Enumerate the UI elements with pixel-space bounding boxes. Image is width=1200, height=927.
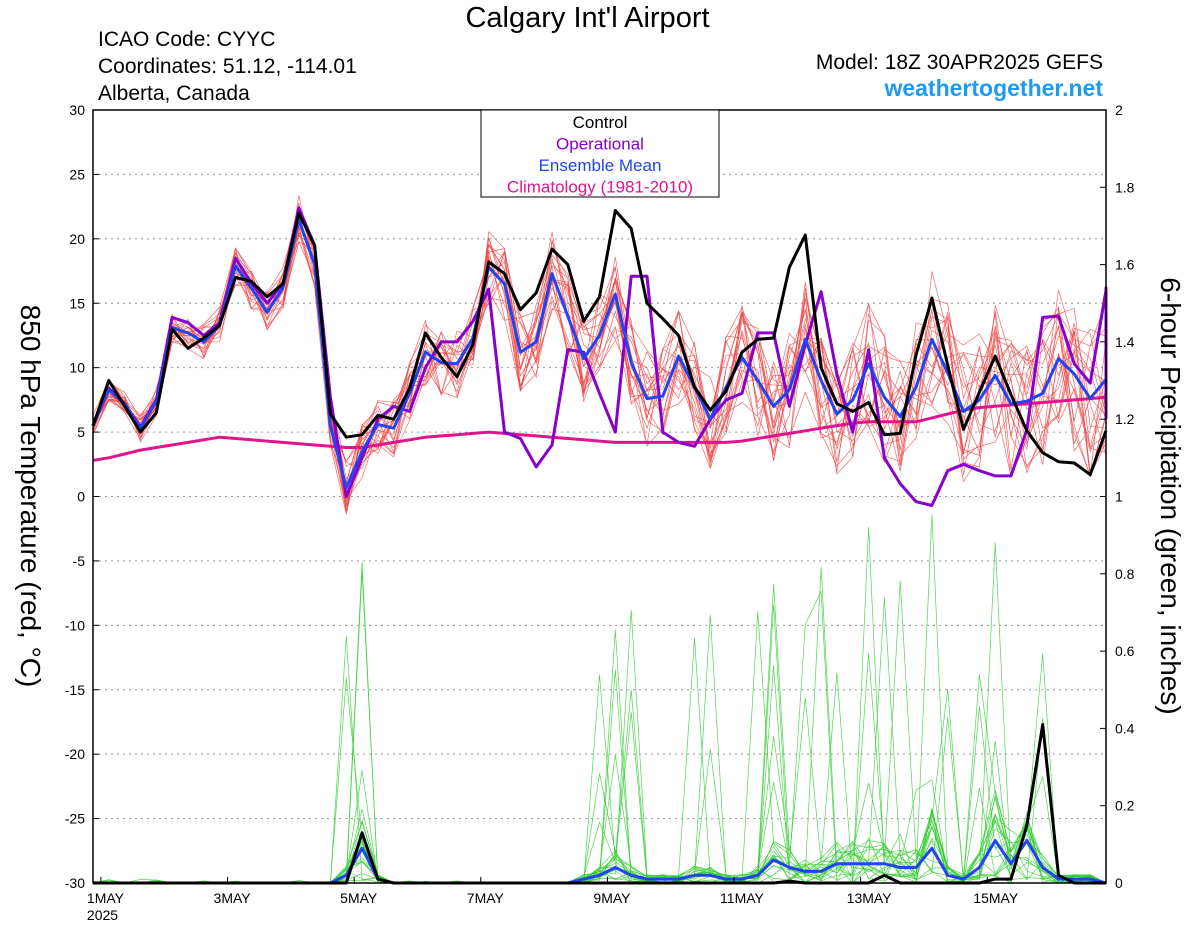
right-axis-title: 6-hour Precipitation (green, inches): [1155, 277, 1186, 715]
precip-members: [92, 514, 1107, 884]
x-tick-label: 1MAY: [87, 890, 125, 906]
precip-member-line: [93, 514, 1107, 884]
temperature-member-line: [92, 211, 1107, 478]
precip-member-line: [93, 590, 1107, 884]
right-tick-label: 0: [1115, 875, 1123, 891]
right-tick-label: 1.8: [1115, 179, 1135, 195]
right-tick-label: 2: [1115, 102, 1123, 118]
precip-member-line: [93, 669, 1107, 884]
right-tick-label: 0.4: [1115, 720, 1135, 736]
climatology-line: [92, 395, 1108, 462]
x-tick-label: 7MAY: [467, 890, 505, 906]
mean-temp-line: [91, 218, 1108, 489]
x-tick-label: 13MAY: [847, 890, 893, 906]
temperature-member-line: [92, 225, 1107, 484]
precip-member-line: [93, 611, 1107, 884]
x-tick-label: 5MAY: [340, 890, 378, 906]
left-tick-label: 20: [69, 231, 85, 247]
left-tick-label: -5: [73, 553, 86, 569]
coordinates: Coordinates: 51.12, -114.01: [98, 55, 357, 78]
legend-entry: Control: [573, 113, 628, 132]
temperature-member-line: [92, 235, 1107, 512]
right-tick-label: 0.2: [1115, 798, 1135, 814]
legend-entry: Climatology (1981-2010): [507, 178, 693, 197]
x-tick-label: 3MAY: [214, 890, 252, 906]
temperature-member-line: [92, 214, 1107, 501]
legend-entry: Ensemble Mean: [539, 156, 662, 175]
precip-member-line: [93, 629, 1107, 884]
legend-entry: Operational: [556, 135, 644, 154]
temperature-member-line: [92, 208, 1107, 498]
icao-code: ICAO Code: CYYC: [98, 28, 276, 51]
temperature-member-line: [92, 195, 1107, 513]
precip-member-line: [93, 527, 1107, 884]
main-series: [91, 206, 1108, 885]
model-run: Model: 18Z 30APR2025 GEFS: [815, 51, 1103, 74]
left-tick-label: 0: [77, 489, 85, 505]
left-tick-label: -20: [65, 746, 85, 762]
x-tick-year: 2025: [87, 907, 118, 923]
x-tick-label: 11MAY: [720, 890, 764, 906]
left-tick-label: -25: [65, 811, 85, 827]
precip-member-line: [92, 584, 1107, 884]
left-tick-label: 5: [77, 424, 85, 440]
region: Alberta, Canada: [98, 82, 250, 105]
x-tick-label: 9MAY: [593, 890, 631, 906]
left-tick-label: -15: [65, 682, 85, 698]
right-tick-label: 1: [1115, 489, 1123, 505]
x-tick-label: 15MAY: [973, 890, 1019, 906]
precip-member-line: [93, 542, 1107, 884]
precip-member-line: [93, 597, 1107, 884]
axis-ticks: -30-25-20-15-10-505101520253000.20.40.60…: [65, 102, 1135, 923]
precip-member-line: [93, 562, 1107, 884]
precip-member-line: [92, 580, 1107, 884]
right-tick-label: 1.4: [1115, 334, 1135, 350]
control-temp-line: [91, 209, 1108, 477]
operational-temp-line: [91, 206, 1108, 507]
left-tick-label: -30: [65, 875, 85, 891]
precip-member-line: [93, 718, 1107, 884]
left-tick-label: 30: [69, 102, 85, 118]
precip-member-line: [93, 572, 1107, 884]
right-tick-label: 0.6: [1115, 643, 1135, 659]
right-tick-label: 0.8: [1115, 566, 1135, 582]
legend-box: [480, 109, 720, 198]
precip-member-line: [93, 736, 1107, 884]
left-tick-label: 10: [69, 360, 85, 376]
legend: Control Operational Ensemble Mean Climatolo…: [480, 109, 720, 198]
chart-title: Calgary Int'l Airport: [465, 2, 710, 34]
precip-member-line: [93, 610, 1107, 884]
left-tick-label: 25: [69, 166, 85, 182]
left-tick-label: 15: [69, 295, 85, 311]
site-name[interactable]: weathertogether.net: [884, 75, 1103, 101]
right-tick-label: 1.6: [1115, 257, 1135, 273]
left-tick-label: -10: [65, 617, 85, 633]
mean-precip-line: [93, 839, 1107, 885]
control-precip-line: [93, 723, 1106, 885]
left-axis-title: 850 hPa Temperature (red, °C): [15, 304, 46, 688]
right-tick-label: 1.2: [1115, 411, 1135, 427]
